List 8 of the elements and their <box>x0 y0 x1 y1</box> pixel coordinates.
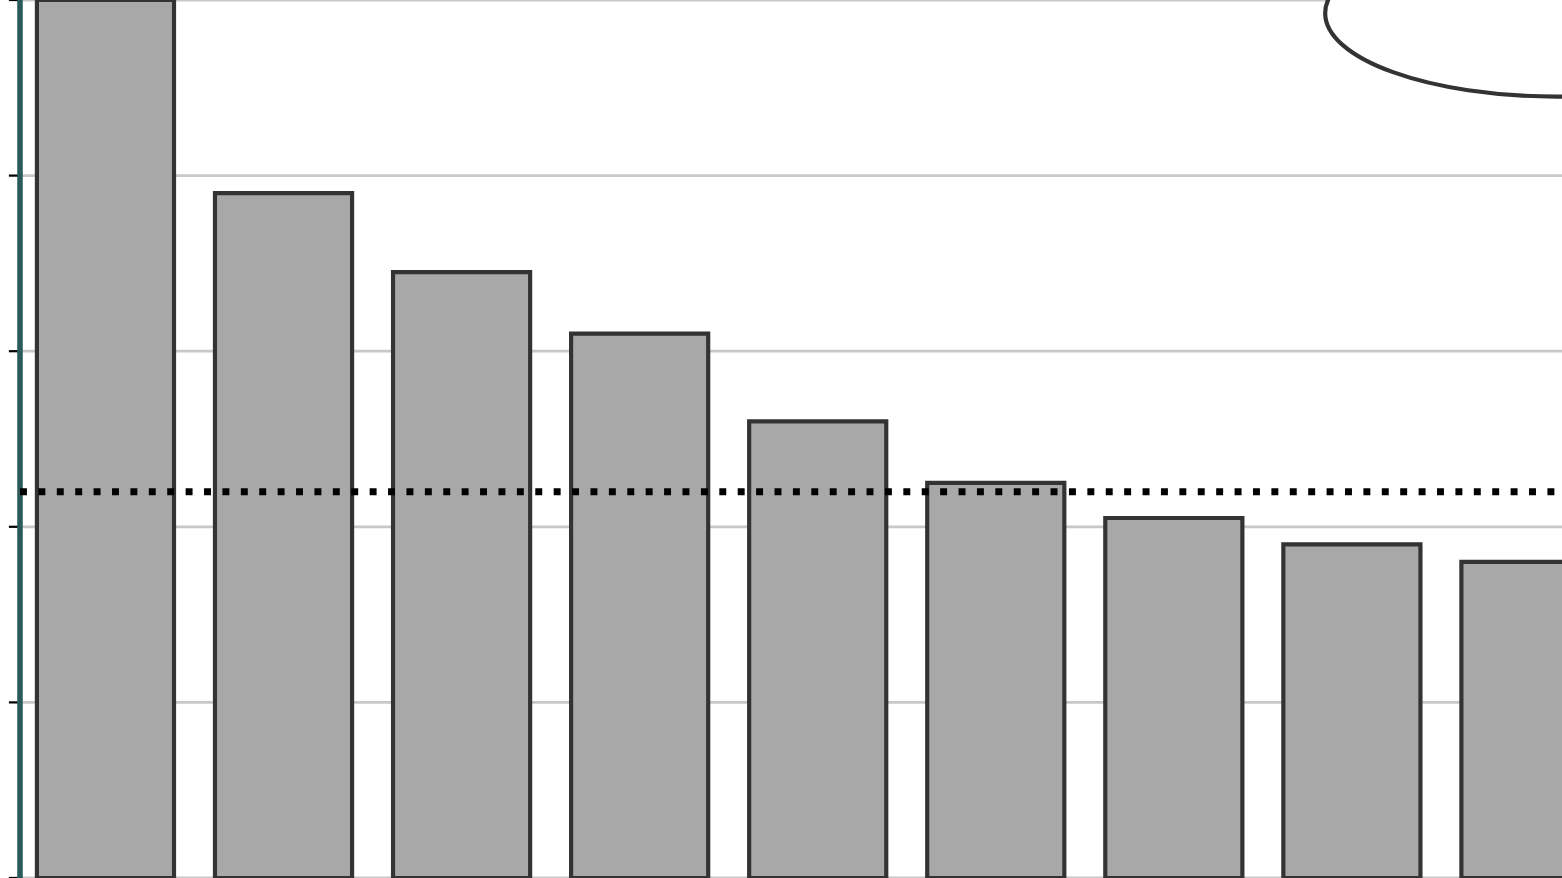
bar <box>569 331 711 878</box>
bar <box>390 270 533 878</box>
bar <box>212 191 355 878</box>
bar <box>925 480 1067 878</box>
bar <box>34 0 177 878</box>
bar <box>1103 515 1245 878</box>
bar <box>1281 542 1423 878</box>
bar <box>747 419 889 878</box>
